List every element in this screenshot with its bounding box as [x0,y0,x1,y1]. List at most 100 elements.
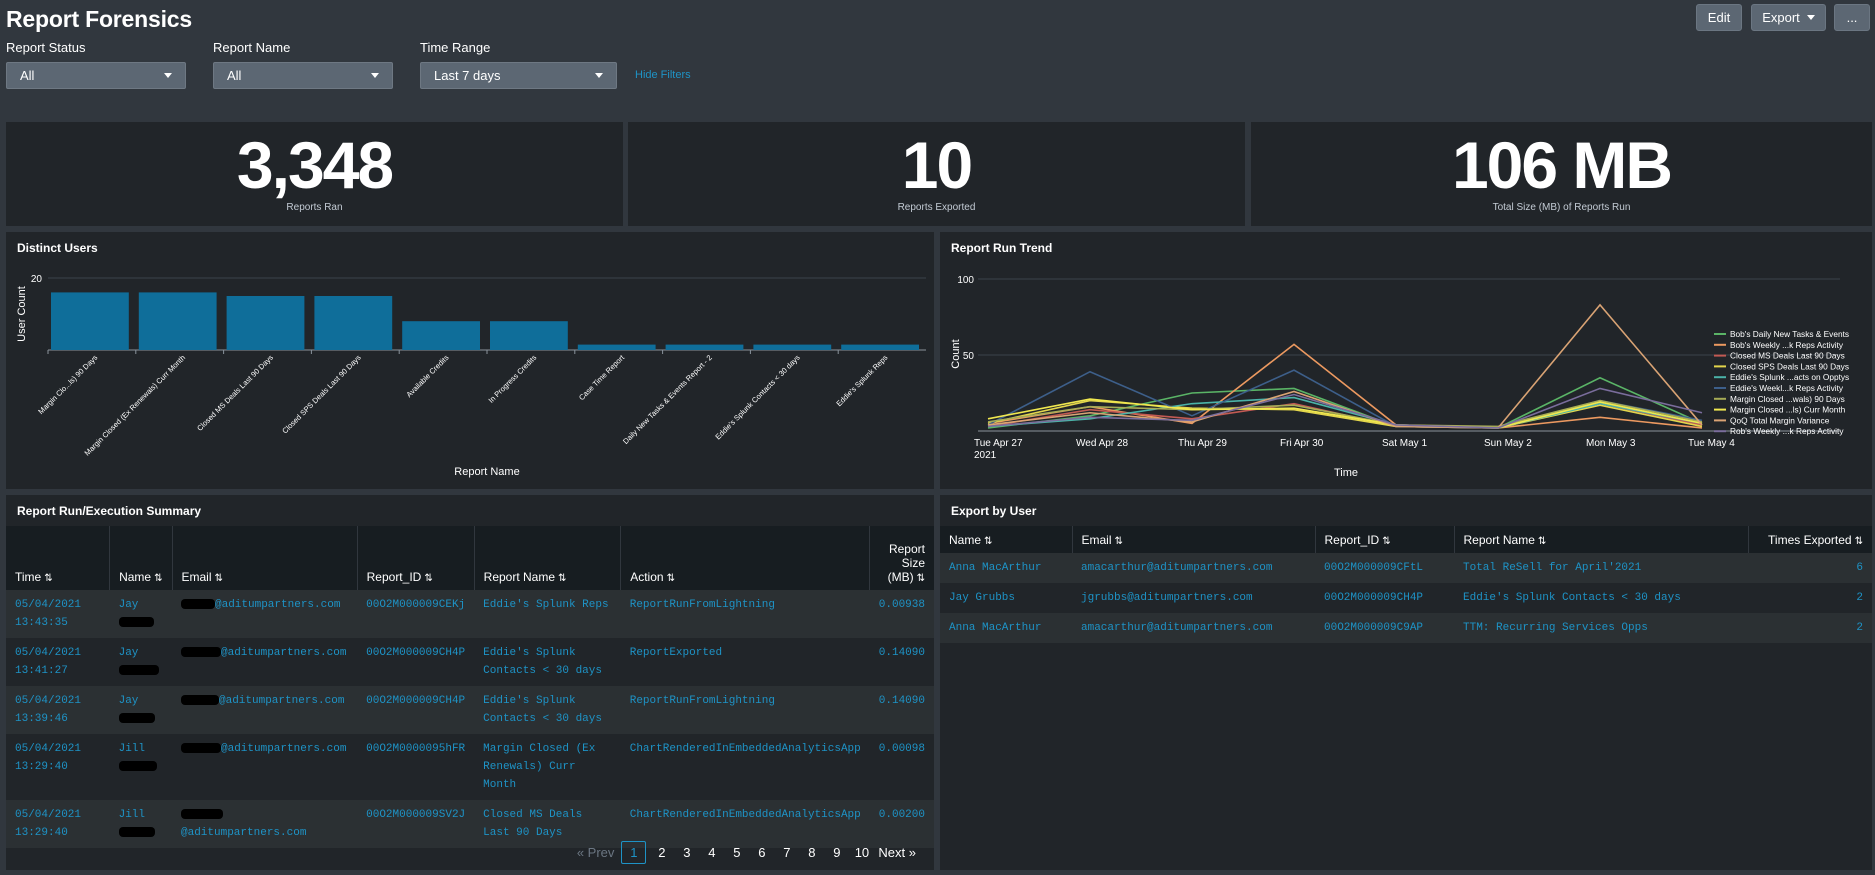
column-header[interactable]: Report Name ⇅ [1454,526,1749,553]
cell-report-name[interactable]: Margin Closed (Ex Renewals) Curr Month [474,734,621,800]
column-header[interactable]: Name ⇅ [109,526,173,590]
cell-time[interactable]: 05/04/2021 13:29:40 [6,800,110,848]
table-row[interactable]: 05/04/2021 13:29:40 Jill @aditumpartners.c… [6,734,934,800]
cell-time[interactable]: 05/04/2021 13:39:46 [6,686,110,734]
cell-email[interactable]: @aditumpartners.com [172,638,358,686]
column-header[interactable]: Report Size (MB) ⇅ [869,526,934,590]
table-row[interactable]: Jay Grubbs jgrubbs@aditumpartners.com 00O2… [940,583,1872,613]
cell-size[interactable]: 0.00200 [869,800,934,848]
more-button[interactable]: ... [1834,4,1870,31]
page-button[interactable]: 3 [683,845,691,860]
cell-report-id[interactable]: 00O2M000009CEKj [357,590,475,638]
table-row[interactable]: Anna MacArthur amacarthur@aditumpartners.… [940,553,1872,583]
cell-report-name[interactable]: TTM: Recurring Services Opps [1454,613,1748,643]
cell-report-name[interactable]: Eddie's Splunk Contacts < 30 days [1454,583,1748,613]
series-line [987,398,1703,429]
cell-name[interactable]: Jay [109,590,172,638]
cell-time[interactable]: 05/04/2021 13:41:27 [6,638,110,686]
cell-report-name[interactable]: Eddie's Splunk Contacts < 30 days [474,638,621,686]
cell-report-name[interactable]: Eddie's Splunk Contacts < 30 days [474,686,621,734]
column-header[interactable]: Name ⇅ [940,526,1073,553]
kpi-label: Reports Exported [897,202,976,213]
cell-report-id[interactable]: 00O2M000009CFtL [1315,553,1454,583]
page-button[interactable]: 4 [708,845,716,860]
next-page-button[interactable]: Next » [878,845,916,860]
cell-name-text: Jill [118,809,145,821]
cell-name[interactable]: Jill [109,800,172,848]
cell-report-id[interactable]: 00O2M000009CH4P [1315,583,1454,613]
cell-action[interactable]: ChartRenderedInEmbeddedAnalyticsApp [620,800,870,848]
cell-email[interactable]: jgrubbs@aditumpartners.com [1072,583,1315,613]
cell-name[interactable]: Anna MacArthur [940,553,1072,583]
column-header-label: Report_ID [366,570,422,584]
cell-report-name[interactable]: Eddie's Splunk Reps [474,590,621,638]
hide-filters-link[interactable]: Hide Filters [635,69,691,81]
edit-button[interactable]: Edit [1696,4,1742,31]
cell-size[interactable]: 0.00098 [869,734,934,800]
prev-page-button[interactable]: « Prev [576,845,615,860]
cell-time[interactable]: 05/04/2021 13:43:35 [6,590,110,638]
cell-times-exported[interactable]: 6 [1748,553,1872,583]
cell-report-id-text: 00O2M000009CFtL [1324,562,1424,574]
page-button[interactable]: 10 [854,845,870,860]
cell-email[interactable]: @aditumpartners.com [172,800,358,848]
legend-label: Rob's Weekly ...k Reps Activity [1730,426,1844,436]
column-header[interactable]: Report_ID ⇅ [357,526,475,590]
cell-name[interactable]: Jay [109,686,172,734]
cell-email[interactable]: amacarthur@aditumpartners.com [1072,553,1315,583]
cell-times-exported[interactable]: 2 [1748,613,1872,643]
cell-report-id-text: 00O2M000009CEKj [366,599,466,611]
cell-report-name[interactable]: Total ReSell for April'2021 [1454,553,1748,583]
panel-title: Report Run/Execution Summary [17,504,202,518]
cell-name[interactable]: Anna MacArthur [940,613,1072,643]
cell-email[interactable]: @aditumpartners.com [172,686,358,734]
cell-action[interactable]: ReportExported [620,638,870,686]
cell-size[interactable]: 0.00938 [869,590,934,638]
cell-size[interactable]: 0.14090 [869,638,934,686]
page-button[interactable]: 9 [833,845,841,860]
cell-times-exported[interactable]: 2 [1748,583,1872,613]
time-range-select[interactable]: Last 7 days [420,62,617,89]
column-header[interactable]: Time ⇅ [6,526,111,590]
cell-action[interactable]: ChartRenderedInEmbeddedAnalyticsApp [620,734,870,800]
cell-time[interactable]: 05/04/2021 13:29:40 [6,734,110,800]
cell-name[interactable]: Jill [109,734,172,800]
page-button[interactable]: 1 [621,841,647,864]
cell-report-id[interactable]: 00O2M000009CH4P [357,686,475,734]
cell-report-id[interactable]: 00O2M000009CH4P [357,638,475,686]
column-header[interactable]: Action ⇅ [620,526,871,590]
table-row[interactable]: 05/04/2021 13:43:35 Jay @aditumpartners.co… [6,590,934,638]
cell-action[interactable]: ReportRunFromLightning [620,686,870,734]
page-button[interactable]: 6 [758,845,766,860]
table-row[interactable]: 05/04/2021 13:39:46 Jay @aditumpartners.co… [6,686,934,734]
cell-report-id[interactable]: 00O2M000009C9AP [1315,613,1454,643]
page-button[interactable]: 8 [808,845,816,860]
cell-email[interactable]: amacarthur@aditumpartners.com [1072,613,1315,643]
page-button[interactable]: 2 [658,845,666,860]
report-status-select[interactable]: All [6,62,186,89]
column-header[interactable]: Times Exported ⇅ [1748,526,1872,553]
panel-title: Report Run Trend [951,241,1053,255]
cell-action[interactable]: ReportRunFromLightning [620,590,870,638]
cell-size[interactable]: 0.14090 [869,686,934,734]
page-button[interactable]: 5 [733,845,741,860]
column-header[interactable]: Report Name ⇅ [474,526,622,590]
export-button[interactable]: Export [1751,4,1826,31]
cell-report-id[interactable]: 00O2M0000095hFR [357,734,475,800]
cell-report-name[interactable]: Closed MS Deals Last 90 Days [474,800,621,848]
column-header[interactable]: Report_ID ⇅ [1315,526,1455,553]
cell-report-id[interactable]: 00O2M000009SV2J [357,800,475,848]
column-header[interactable]: Email ⇅ [172,526,358,590]
pagination: « Prev 1 2 3 4 5 6 7 8 9 10 Next » [573,841,920,864]
table-row[interactable]: 05/04/2021 13:41:27 Jay @aditumpartners.co… [6,638,934,686]
cell-name[interactable]: Jay [109,638,172,686]
page-button[interactable]: 7 [783,845,791,860]
table-row[interactable]: 05/04/2021 13:29:40 Jill @aditumpartners.c… [6,800,934,848]
sort-icon: ⇅ [666,573,675,584]
cell-email[interactable]: @aditumpartners.com [172,734,358,800]
column-header[interactable]: Email ⇅ [1072,526,1316,553]
cell-email[interactable]: @aditumpartners.com [172,590,358,638]
report-name-select[interactable]: All [213,62,393,89]
cell-name[interactable]: Jay Grubbs [940,583,1072,613]
table-row[interactable]: Anna MacArthur amacarthur@aditumpartners.… [940,613,1872,643]
